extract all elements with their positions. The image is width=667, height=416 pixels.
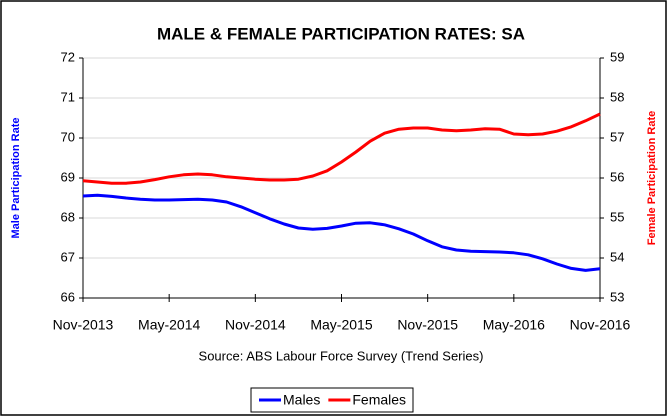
x-tick-label: Nov-2015 <box>397 317 458 333</box>
line-series <box>82 112 601 185</box>
y2-tick-label: 54 <box>610 249 624 264</box>
x-tick-label: May-2015 <box>310 317 372 333</box>
y-tick-label: 71 <box>61 89 75 104</box>
y2-tick-label: 56 <box>610 169 624 184</box>
x-tick-label: Nov-2013 <box>53 317 114 333</box>
y-tick-label: 67 <box>61 249 75 264</box>
y2-axis-title: Female Participation Rate <box>646 111 658 246</box>
y2-tick-label: 58 <box>610 89 624 104</box>
y2-tick-label: 53 <box>610 289 624 304</box>
legend-label: Females <box>352 392 406 408</box>
legend-label: Males <box>283 392 320 408</box>
y2-tick-label: 57 <box>610 129 624 144</box>
y-tick-label: 66 <box>61 289 75 304</box>
x-tick-label: Nov-2014 <box>225 317 286 333</box>
x-tick-label: Nov-2016 <box>570 317 631 333</box>
y-tick-label: 70 <box>61 129 75 144</box>
y-tick-label: 72 <box>61 49 75 64</box>
line-series <box>82 193 601 272</box>
y2-tick-label: 59 <box>610 49 624 64</box>
y-tick-label: 68 <box>61 209 75 224</box>
chart-title: MALE & FEMALE PARTICIPATION RATES: SA <box>157 24 525 43</box>
x-tick-label: May-2016 <box>483 317 545 333</box>
source-note: Source: ABS Labour Force Survey (Trend S… <box>199 348 484 363</box>
y-tick-label: 69 <box>61 169 75 184</box>
y-axis-title: Male Participation Rate <box>10 117 22 238</box>
y2-tick-label: 55 <box>610 209 624 224</box>
x-tick-label: May-2014 <box>138 317 200 333</box>
